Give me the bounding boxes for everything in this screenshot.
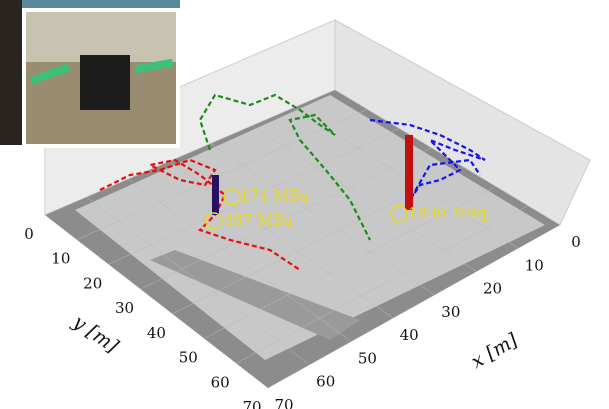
drone — [80, 55, 130, 110]
x-tick-label: 40 — [400, 326, 419, 344]
x-tick-label: 20 — [483, 280, 502, 298]
x-tick-label: 30 — [441, 303, 460, 321]
x-tick-label: 0 — [571, 233, 581, 251]
photo-background — [26, 12, 176, 62]
annotation: 487 MBq — [224, 211, 294, 229]
x-axis-label: x [m] — [468, 329, 522, 373]
source-column — [212, 175, 219, 215]
y-tick-label: 40 — [147, 324, 166, 342]
y-tick-label: 70 — [242, 398, 261, 409]
y-axis-label: y [m] — [68, 310, 123, 357]
y-tick-label: 0 — [24, 225, 34, 243]
x-tick-label: 70 — [274, 396, 293, 409]
y-tick-label: 10 — [51, 250, 70, 268]
source-column — [405, 135, 413, 210]
annotation: 174 MBq — [240, 187, 310, 205]
y-tick-label: 30 — [115, 299, 134, 317]
annotation: 1830 MBq — [408, 204, 487, 222]
x-tick-label: 60 — [316, 373, 335, 391]
x-tick-label: 50 — [358, 349, 377, 367]
chart: 174 MBq 487 MBq 1830 MBq x [m] y [m] 0 10… — [0, 0, 609, 409]
y-tick-label: 20 — [83, 274, 102, 292]
x-tick-label: 10 — [525, 256, 544, 274]
y-tick-label: 50 — [179, 349, 198, 367]
photo — [0, 0, 22, 145]
y-tick-label: 60 — [211, 373, 230, 391]
